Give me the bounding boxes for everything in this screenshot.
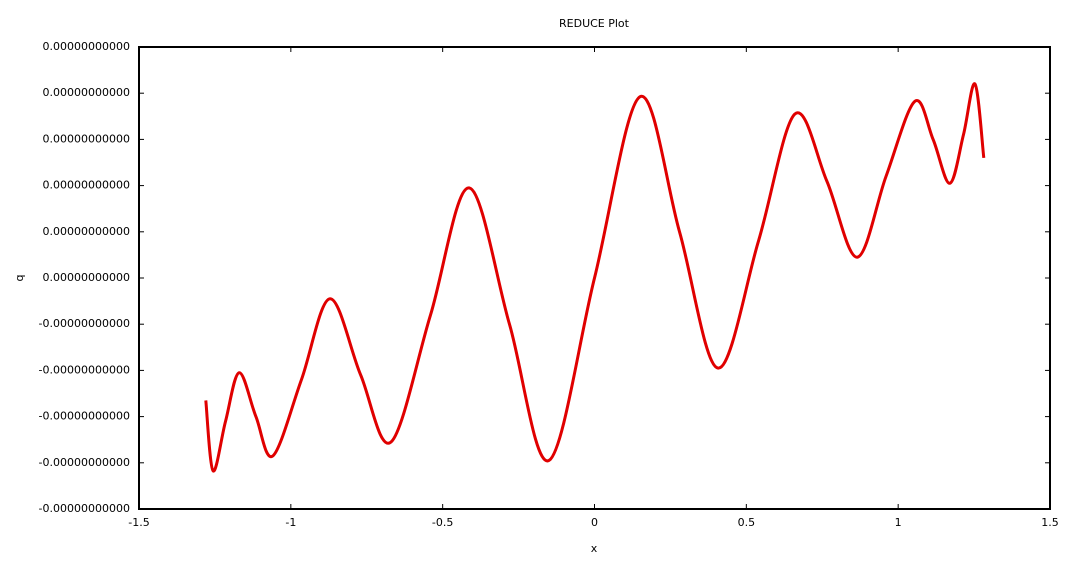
x-tick-label: -1 (285, 516, 296, 529)
y-tick-label: -0.00000000000 (39, 317, 130, 330)
y-tick-label: 0.00000000000 (43, 86, 130, 99)
x-tick-label: 1 (895, 516, 902, 529)
data-line (204, 82, 986, 473)
y-tick-label: -0.00000000000 (39, 456, 130, 469)
chart-title: REDUCE Plot (559, 17, 630, 30)
y-tick-label: -0.00000000000 (39, 502, 130, 515)
y-axis-label: q (13, 275, 26, 282)
y-tick-label: -0.00000000000 (39, 410, 130, 423)
x-axis-label: x (591, 542, 598, 555)
y-tick-label: 0.00000000000 (43, 40, 130, 53)
x-tick-label: -1.5 (128, 516, 149, 529)
y-tick-label: 0.00000000000 (43, 179, 130, 192)
y-tick-label: 0.00000000000 (43, 132, 130, 145)
y-tick-label: -0.00000000000 (39, 363, 130, 376)
y-tick-label: 0.00000000000 (43, 225, 130, 238)
x-tick-label: 1.5 (1041, 516, 1059, 529)
x-tick-label: 0.5 (738, 516, 756, 529)
y-tick-label: 0.00000000000 (43, 271, 130, 284)
x-tick-label: -0.5 (432, 516, 453, 529)
x-tick-label: 0 (591, 516, 598, 529)
